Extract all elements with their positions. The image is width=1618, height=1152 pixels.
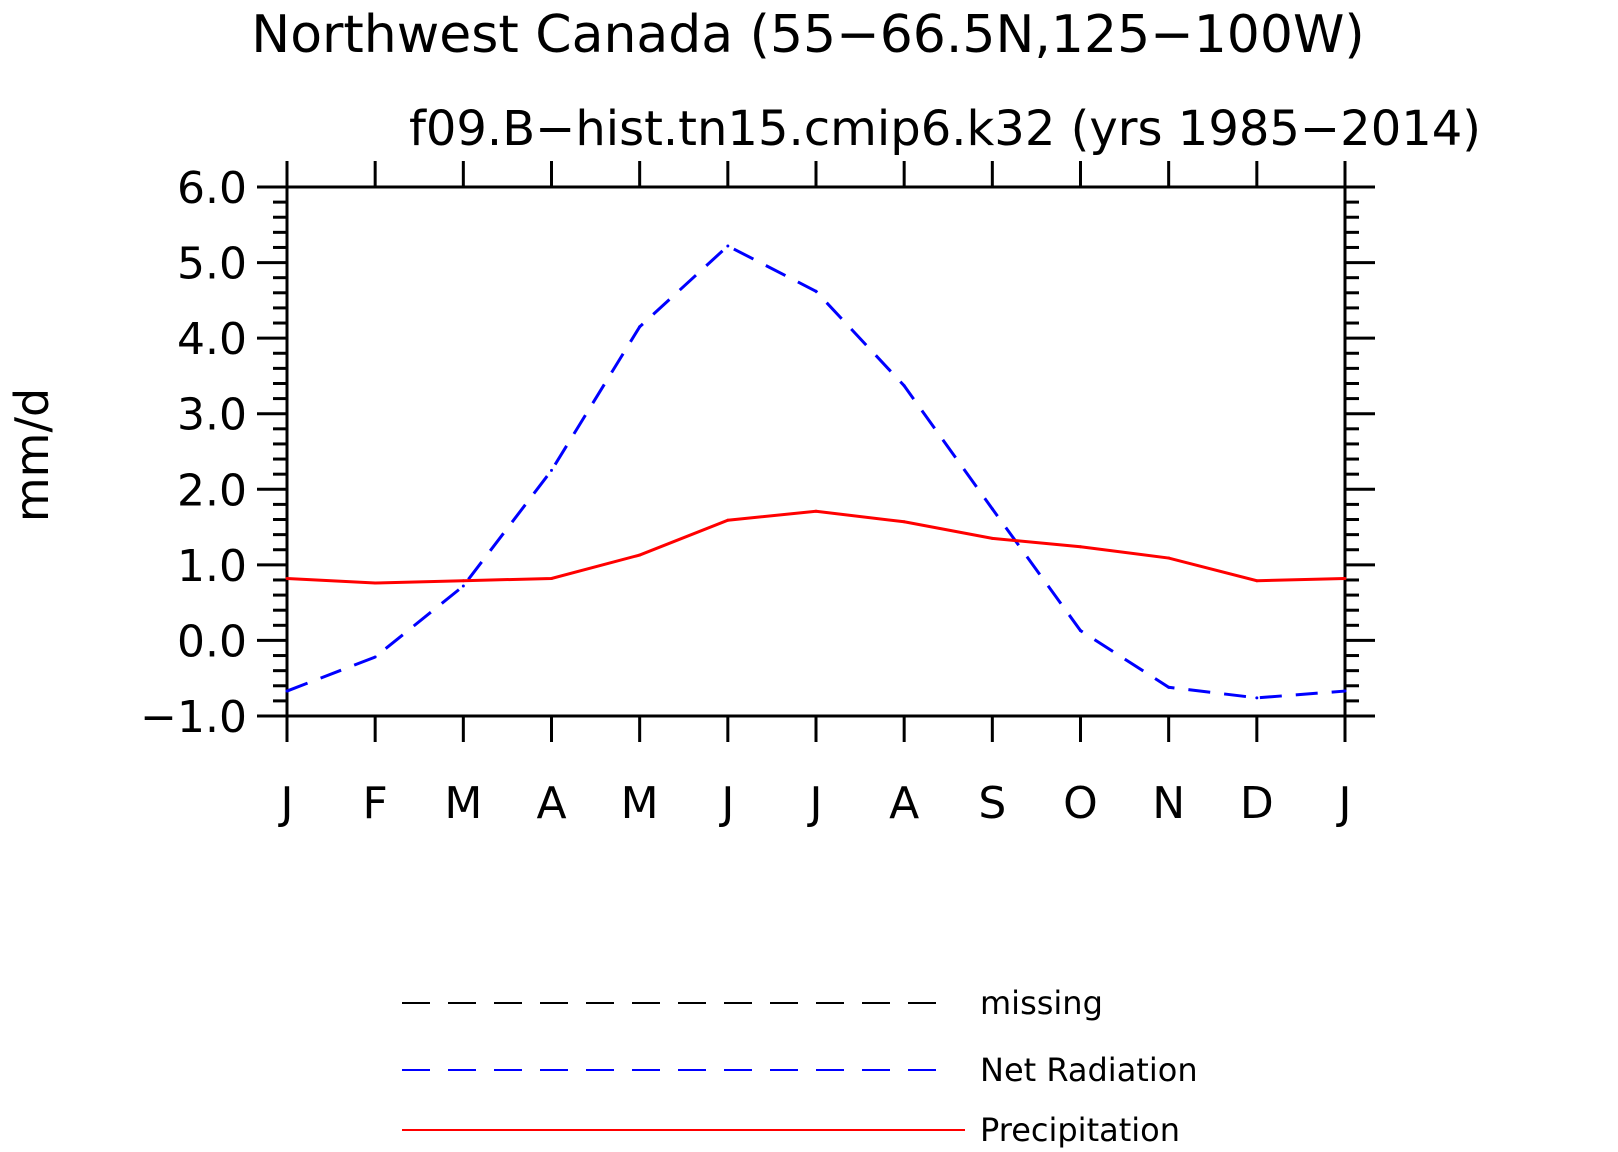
y-tick-label: 2.0 — [177, 465, 247, 516]
x-tick-label: J — [1336, 778, 1352, 829]
data-point — [990, 507, 994, 511]
plot-area: −1.0 0.0 1.0 2.0 3.0 4.0 5.0 6.0 J F M A M J J A S O N D J — [140, 161, 1375, 829]
series-line-precipitation — [286, 509, 1346, 585]
data-point — [1343, 576, 1347, 580]
y-tick-label: 6.0 — [177, 163, 247, 214]
y-tick-label: −1.0 — [140, 692, 247, 743]
data-point — [461, 584, 465, 588]
legend-label: Net Radiation — [980, 1051, 1198, 1089]
data-point — [990, 536, 994, 540]
x-tick-label: A — [889, 778, 919, 829]
data-point — [550, 468, 553, 472]
y-tick-label: 1.0 — [177, 541, 247, 592]
data-point — [373, 655, 377, 659]
x-tick-label: N — [1152, 778, 1185, 829]
y-axis-label: mm/d — [5, 388, 59, 522]
x-tick-label: J — [807, 778, 823, 829]
data-point — [726, 518, 730, 522]
x-tick-label: F — [363, 778, 388, 829]
chart-title: Northwest Canada (55−66.5N,125−100W) — [251, 5, 1364, 65]
x-tick-label: A — [536, 778, 566, 829]
y-tick-label: 4.0 — [177, 314, 247, 365]
x-tick-label: O — [1063, 778, 1098, 829]
data-point — [285, 689, 289, 693]
data-point — [814, 509, 818, 513]
chart-subtitle: f09.B−hist.tn15.cmip6.k32 (yrs 1985−2014… — [409, 101, 1481, 157]
x-tick-label: M — [444, 778, 482, 829]
data-point — [1255, 579, 1259, 583]
data-point — [902, 520, 906, 524]
data-point — [285, 576, 289, 580]
data-point — [1167, 556, 1171, 560]
x-tick-label: D — [1240, 778, 1274, 829]
data-point — [461, 579, 465, 583]
data-point — [550, 576, 553, 580]
data-point — [373, 581, 377, 585]
data-point — [1079, 629, 1082, 633]
plot-frame — [285, 185, 1347, 718]
legend: missing Net Radiation Precipitation — [402, 984, 1198, 1149]
data-point — [814, 289, 818, 293]
x-tick-label: M — [621, 778, 659, 829]
data-point — [726, 244, 730, 248]
x-tick-label: J — [718, 778, 734, 829]
data-point — [1255, 696, 1259, 700]
y-tick-label: 0.0 — [177, 616, 247, 667]
legend-label: Precipitation — [980, 1111, 1180, 1149]
y-tick-label: 5.0 — [177, 239, 247, 290]
y-tick-label: 3.0 — [177, 390, 247, 441]
x-tick-label: S — [978, 778, 1006, 829]
data-point — [638, 553, 642, 557]
data-point — [1167, 685, 1171, 689]
data-point — [902, 384, 906, 388]
x-tick-label: J — [278, 778, 294, 829]
data-point — [1343, 689, 1347, 693]
series-line-net-radiation — [286, 244, 1346, 700]
legend-label: missing — [980, 984, 1103, 1022]
data-point — [638, 325, 642, 329]
data-point — [1079, 545, 1082, 549]
